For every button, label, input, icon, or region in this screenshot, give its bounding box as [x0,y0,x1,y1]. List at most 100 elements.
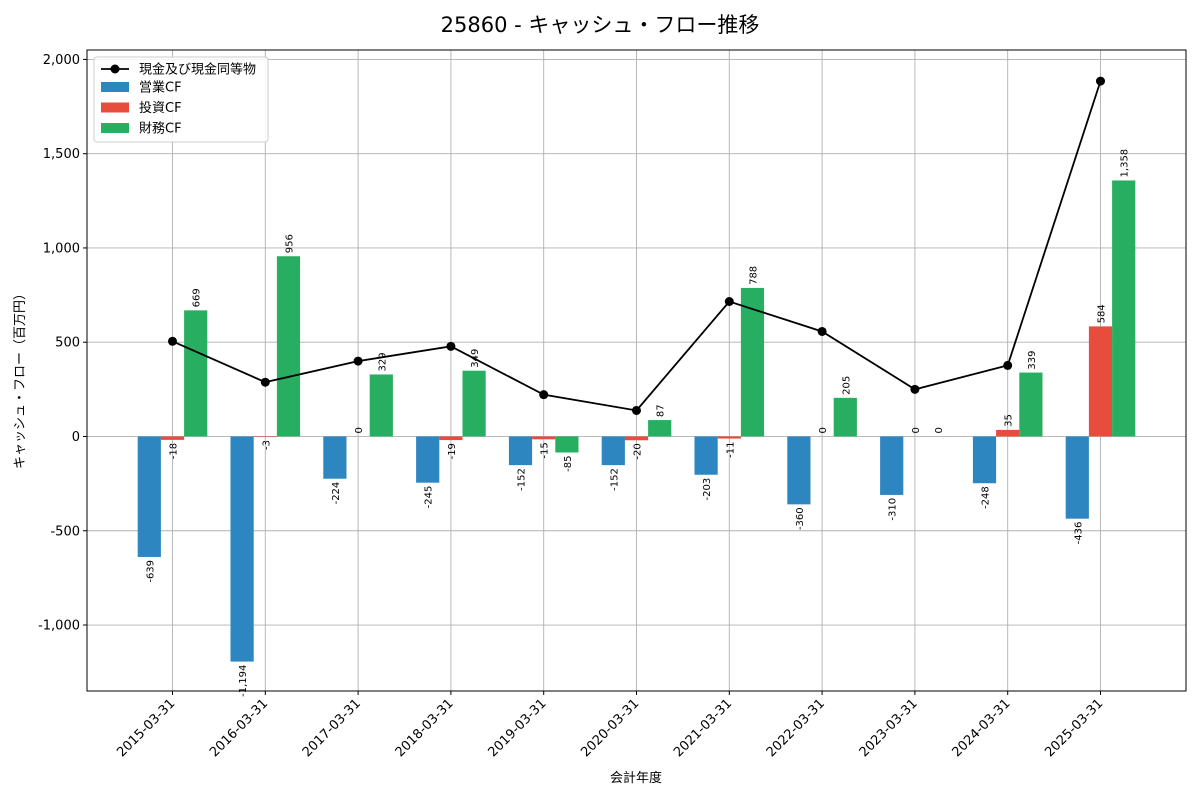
bar-value-label: -360 [795,507,806,530]
bar-value-label: -436 [1073,522,1084,545]
legend-bar-swatch [101,82,129,92]
bar-value-label: -85 [563,456,574,472]
bar-投資CF [1088,326,1113,437]
bar-営業CF [137,436,161,557]
legend-marker-swatch [110,64,120,74]
x-tick-label: 2021-03-31 [671,696,735,760]
bar-value-label: 205 [841,376,852,395]
bar-value-label: 87 [656,404,667,417]
x-tick-label: 2016-03-31 [207,696,271,760]
bar-財務CF [833,397,857,437]
bar-財務CF [648,420,672,437]
bar-営業CF [787,436,811,505]
cash-equivalents-point [724,296,734,306]
cash-equivalents-point [1003,360,1013,370]
bar-value-label: -19 [447,443,458,459]
bar-value-label: -248 [981,486,992,509]
cash-equivalents-point [446,341,456,351]
x-tick-label: 2018-03-31 [393,696,457,760]
bar-営業CF [694,436,718,475]
bar-value-label: -3 [261,440,272,450]
bar-投資CF [624,436,649,441]
legend-bar-swatch [101,123,129,133]
y-tick-label: 1,000 [43,241,80,256]
bar-value-label: 0 [934,427,945,433]
cash-equivalents-point [632,405,641,415]
x-axis-ticks: 2015-03-31 2016-03-31 2017-03-31 2018-03-31… [114,691,1106,760]
bar-value-label: 669 [192,288,203,307]
bar-財務CF [1019,372,1043,437]
cash-equivalents-point [539,390,549,400]
bar-value-label: -639 [145,560,156,583]
cash-equivalents-point [817,326,827,336]
y-axis-label: キャッシュ・フロー（百万円） [13,287,28,469]
cash-equivalents-point [353,356,363,366]
legend-label: 財務CF [139,122,182,137]
cash-equivalents-point [260,377,270,387]
y-tick-label: 2,000 [43,53,80,68]
legend-bar-swatch [101,102,129,113]
y-tick-label: -500 [50,524,80,539]
bar-value-label: 956 [285,234,296,253]
x-tick-label: 2017-03-31 [300,696,364,760]
legend-box [93,56,269,143]
bar-value-label: 584 [1097,304,1108,323]
bar-value-label: -203 [702,478,713,501]
bar-財務CF [369,374,393,437]
x-tick-label: 2025-03-31 [1042,696,1106,760]
bar-投資CF [160,436,185,440]
bar-財務CF [555,436,579,453]
y-tick-label: 500 [55,336,80,351]
cash-equivalents-point [168,336,177,346]
bar-value-label: 329 [377,352,388,371]
bars-group [137,180,1136,662]
bar-営業CF [230,436,254,662]
bar-営業CF [1065,436,1089,519]
bar-投資CF [996,429,1020,437]
bar-財務CF [184,310,208,437]
bar-投資CF [717,436,741,439]
bar-財務CF [740,287,765,437]
bar-財務CF [1112,180,1136,437]
x-tick-label: 2022-03-31 [764,696,828,760]
bar-value-label: -18 [169,443,180,459]
legend-label: 投資CF [139,100,182,116]
bar-value-label: 1,358 [1120,149,1131,178]
bar-value-label: 349 [470,349,481,368]
bar-value-label: -152 [609,468,620,491]
bar-value-label: 0 [818,427,829,433]
bar-value-label: 0 [911,427,922,433]
line-series-group [168,76,1105,415]
x-axis-label: 会計年度 [610,770,662,786]
bar-value-label: 339 [1027,350,1038,369]
cash-equivalents-point [1096,76,1105,86]
bar-投資CF [532,436,556,440]
bar-value-label: -224 [331,482,342,505]
bar-value-label: -1,194 [238,665,249,697]
bar-value-label: 35 [1004,414,1015,427]
y-tick-label: 0 [72,430,80,445]
bar-投資CF [253,436,277,438]
bar-value-label: -310 [888,498,899,521]
bar-value-label: -20 [633,443,644,459]
bar-value-label: -152 [517,468,528,491]
y-tick-label: -1,000 [38,619,80,634]
bar-営業CF [880,436,904,495]
x-tick-label: 2015-03-31 [114,696,178,760]
bar-value-label: -15 [540,442,551,458]
bar-営業CF [416,436,440,483]
y-tick-label: 1,500 [43,147,80,162]
chart-title: 25860 - キャッシュ・フロー推移 [441,13,760,37]
bar-営業CF [972,436,997,484]
bar-財務CF [462,370,486,437]
bar-投資CF [439,436,463,441]
bar-財務CF [276,256,301,437]
bar-営業CF [508,436,533,466]
bar-labels-group: -639 -1,194 -224 -245 -152 -152 -203 -360 -310 -2… [145,149,1130,697]
x-tick-label: 2024-03-31 [949,696,1013,760]
bar-営業CF [601,436,625,466]
bar-value-label: 788 [749,266,760,285]
bar-value-label: 0 [354,427,365,433]
